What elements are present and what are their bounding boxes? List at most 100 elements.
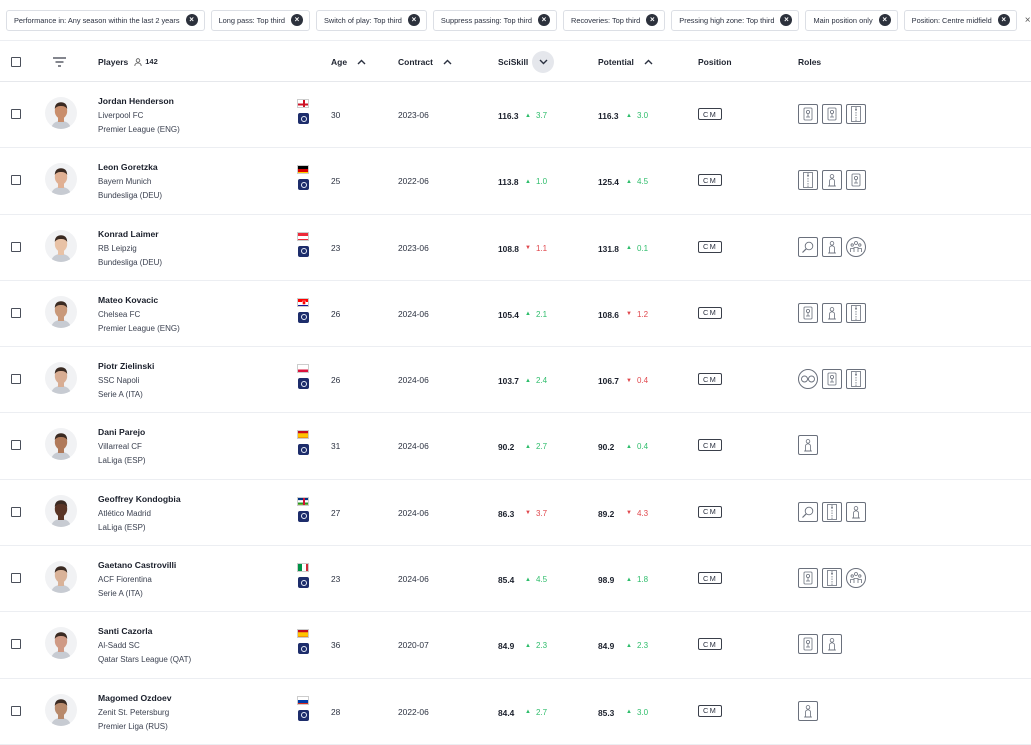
select-all-checkbox[interactable] xyxy=(11,56,21,67)
trophy-icon[interactable] xyxy=(798,302,818,323)
remove-filter-icon[interactable]: × xyxy=(407,14,420,26)
trophy-icon[interactable] xyxy=(798,104,818,124)
glasses-icon[interactable] xyxy=(798,369,818,390)
table-row[interactable]: Magomed Ozdoev Zenit St. Petersburg Prem… xyxy=(0,679,1031,745)
player-name[interactable]: Santi Cazorla xyxy=(98,626,153,637)
pitch-icon[interactable] xyxy=(798,170,818,191)
filter-chip[interactable]: Recoveries: Top third × xyxy=(563,9,666,31)
contract-header-label: Contract xyxy=(398,56,433,67)
filter-chip[interactable]: Switch of play: Top third × xyxy=(316,9,427,31)
player-name[interactable]: Mateo Kovacic xyxy=(98,294,159,305)
age-column-header[interactable]: Age xyxy=(331,41,366,82)
avatar[interactable] xyxy=(45,362,77,395)
players-column-header[interactable]: Players 142 xyxy=(98,41,158,82)
player-icon[interactable] xyxy=(822,170,842,191)
remove-filter-icon[interactable]: × xyxy=(646,14,659,26)
pitch-icon[interactable] xyxy=(846,369,866,390)
row-checkbox[interactable] xyxy=(11,241,21,252)
player-icon[interactable] xyxy=(822,302,842,323)
magnifier-icon[interactable] xyxy=(798,501,818,522)
filter-chip[interactable]: Pressing high zone: Top third × xyxy=(671,9,800,31)
avatar[interactable] xyxy=(45,428,77,461)
magnifier-icon[interactable] xyxy=(798,236,818,257)
filter-chip[interactable]: Main position only × xyxy=(805,9,898,31)
chevron-up-icon[interactable] xyxy=(357,57,366,67)
remove-filter-icon[interactable]: × xyxy=(538,14,550,26)
table-row[interactable]: Geoffrey Kondogbia Atlético Madrid LaLig… xyxy=(0,480,1031,547)
player-name[interactable]: Konrad Laimer xyxy=(98,228,159,239)
trophy-icon[interactable] xyxy=(798,634,818,655)
avatar[interactable] xyxy=(45,494,77,527)
avatar[interactable] xyxy=(45,627,77,660)
avatar[interactable] xyxy=(45,295,77,328)
table-row[interactable]: Piotr Zielinski SSC Napoli Serie A (ITA)… xyxy=(0,347,1031,414)
remove-filter-icon[interactable]: × xyxy=(185,14,198,26)
avatar[interactable] xyxy=(45,693,77,726)
player-icon[interactable] xyxy=(822,634,842,655)
player-icon[interactable] xyxy=(798,435,818,456)
select-all-checkbox-wrap[interactable] xyxy=(11,41,21,82)
player-icon[interactable] xyxy=(798,700,818,721)
table-row[interactable]: Gaetano Castrovilli ACF Fiorentina Serie… xyxy=(0,546,1031,613)
trend-up-icon: ▲ xyxy=(525,112,531,119)
avatar[interactable] xyxy=(45,163,77,196)
player-name[interactable]: Geoffrey Kondogbia xyxy=(98,493,181,504)
contract-column-header[interactable]: Contract xyxy=(398,41,452,82)
row-checkbox[interactable] xyxy=(11,705,21,716)
row-checkbox[interactable] xyxy=(11,109,21,119)
avatar[interactable] xyxy=(45,561,77,594)
pitch-icon[interactable] xyxy=(822,501,842,522)
filter-chip[interactable]: Performance in: Any season within the la… xyxy=(6,9,205,31)
pitch-icon[interactable] xyxy=(846,104,866,124)
avatar[interactable] xyxy=(45,229,77,262)
table-row[interactable]: Mateo Kovacic Chelsea FC Premier League … xyxy=(0,281,1031,348)
position-badge: CM xyxy=(698,505,723,518)
remove-filter-icon[interactable]: × xyxy=(291,14,303,26)
chevron-up-icon[interactable] xyxy=(443,57,452,67)
row-checkbox[interactable] xyxy=(11,307,21,318)
player-name[interactable]: Jordan Henderson xyxy=(98,96,174,106)
table-row[interactable]: Santi Cazorla Al-Sadd SC Qatar Stars Lea… xyxy=(0,612,1031,679)
table-row[interactable]: Konrad Laimer RB Leipzig Bundesliga (DEU… xyxy=(0,215,1031,281)
team-icon[interactable] xyxy=(846,568,866,589)
filter-chip[interactable]: Long pass: Top third × xyxy=(210,9,310,31)
potential-column-header[interactable]: Potential xyxy=(598,41,653,82)
row-checkbox[interactable] xyxy=(11,374,21,385)
remove-all-button[interactable]: ×Remove all xyxy=(1025,15,1031,26)
roles-column-header[interactable]: Roles xyxy=(798,41,821,82)
table-row[interactable]: Leon Goretzka Bayern Munich Bundesliga (… xyxy=(0,148,1031,215)
player-name[interactable]: Gaetano Castrovilli xyxy=(98,560,177,571)
player-name[interactable]: Magomed Ozdoev xyxy=(98,692,172,703)
pitch-icon[interactable] xyxy=(822,568,842,589)
avatar[interactable] xyxy=(45,97,77,129)
row-checkbox[interactable] xyxy=(11,573,21,584)
chevron-down-icon[interactable] xyxy=(532,50,555,73)
pitch-icon[interactable] xyxy=(846,302,866,323)
team-icon[interactable] xyxy=(846,236,866,257)
filter-chip[interactable]: Position: Centre midfield × xyxy=(903,9,1017,31)
remove-filter-icon[interactable]: × xyxy=(997,14,1010,26)
position-column-header[interactable]: Position xyxy=(698,41,732,82)
player-icon[interactable] xyxy=(822,236,842,257)
table-row[interactable]: Dani Parejo Villarreal CF LaLiga (ESP) 3… xyxy=(0,413,1031,480)
row-checkbox[interactable] xyxy=(11,175,21,186)
trophy-icon[interactable] xyxy=(822,104,842,124)
player-icon[interactable] xyxy=(846,501,866,522)
filter-list-icon[interactable] xyxy=(53,41,66,82)
row-checkbox[interactable] xyxy=(11,639,21,650)
player-name[interactable]: Dani Parejo xyxy=(98,427,146,438)
trophy-icon[interactable] xyxy=(846,170,866,191)
table-row[interactable]: Jordan Henderson Liverpool FC Premier Le… xyxy=(0,82,1031,149)
sciskill-column-header[interactable]: SciSkill xyxy=(498,41,555,82)
remove-filter-icon[interactable]: × xyxy=(780,14,793,26)
row-checkbox[interactable] xyxy=(11,506,21,517)
trophy-icon[interactable] xyxy=(798,568,818,589)
chevron-up-icon[interactable] xyxy=(644,57,653,67)
filter-chip[interactable]: Suppress passing: Top third × xyxy=(432,9,557,31)
player-name[interactable]: Leon Goretzka xyxy=(98,162,158,173)
player-name[interactable]: Piotr Zielinski xyxy=(98,361,155,372)
filter-chip-label: Performance in: Any season within the la… xyxy=(14,15,180,25)
trophy-icon[interactable] xyxy=(822,369,842,390)
row-checkbox[interactable] xyxy=(11,440,21,451)
remove-filter-icon[interactable]: × xyxy=(878,14,891,26)
